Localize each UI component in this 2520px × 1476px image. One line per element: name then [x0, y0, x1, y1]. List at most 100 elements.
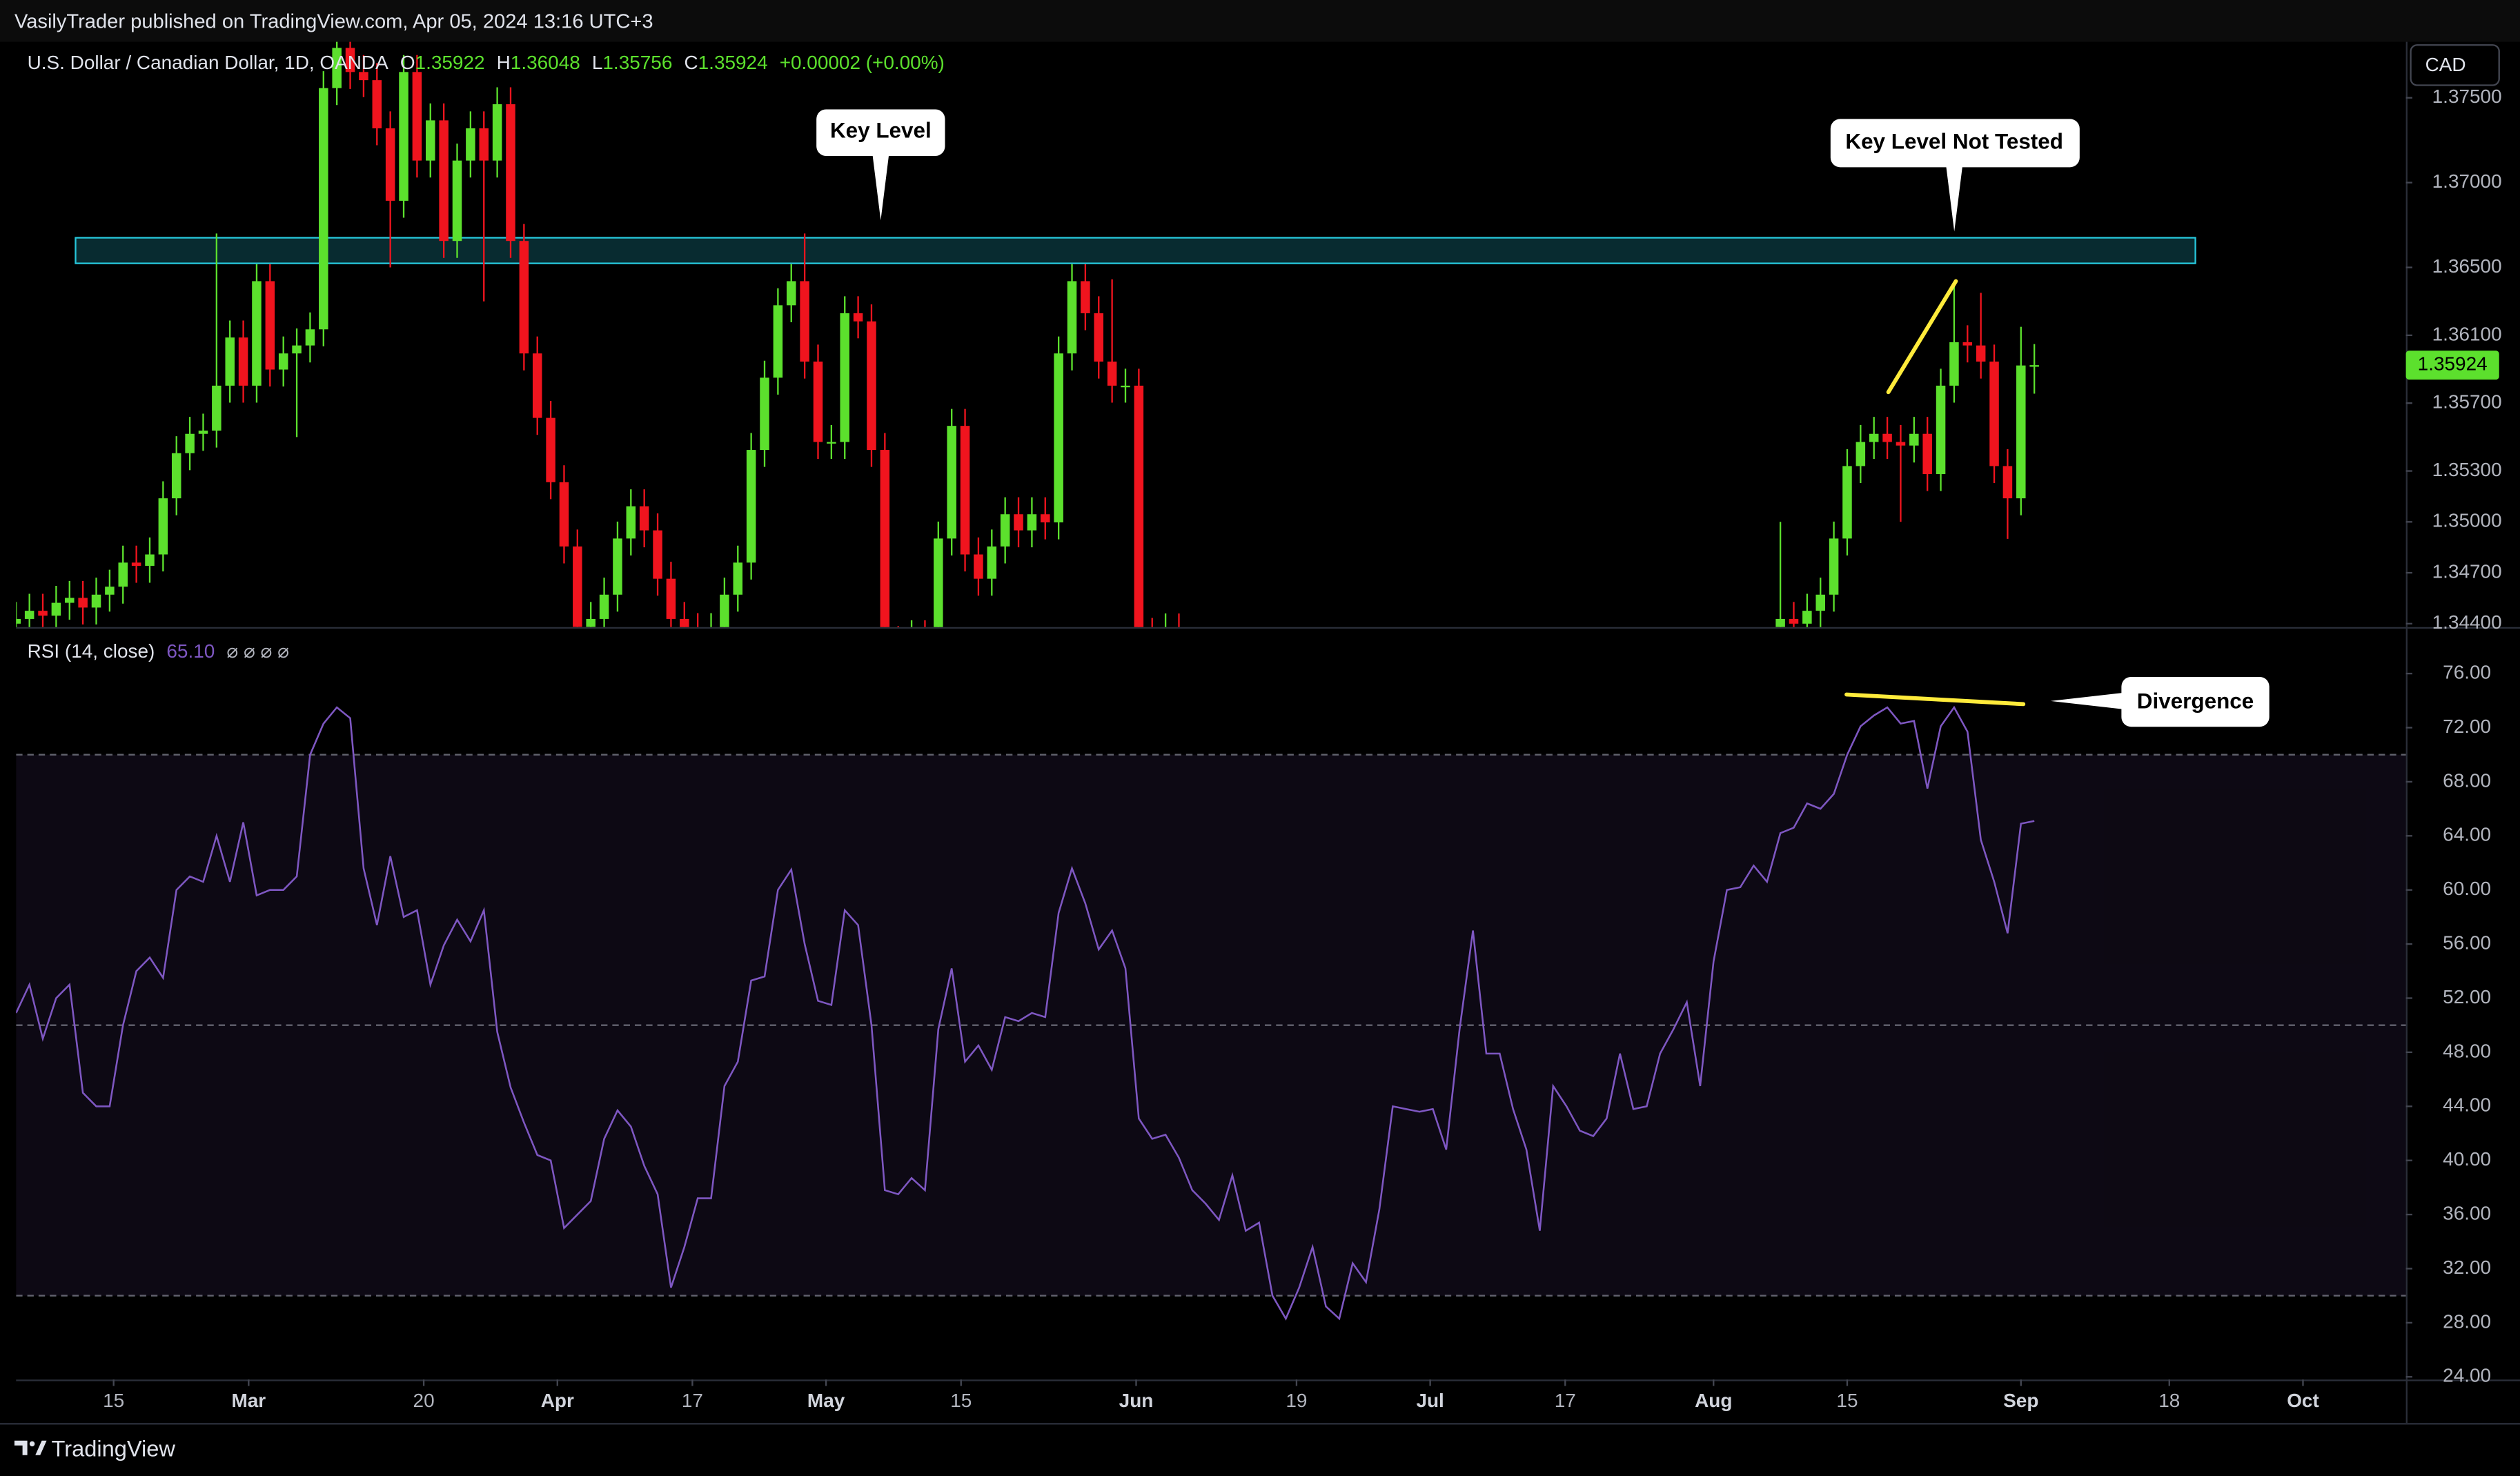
candle-body — [105, 587, 115, 595]
x-tick-label: Jul — [1416, 1390, 1444, 1411]
candle-body — [506, 104, 515, 242]
x-tick-label: Apr — [541, 1390, 574, 1411]
ohlc-prefix: L — [592, 52, 603, 74]
y-tick-label: 72.00 — [2443, 716, 2491, 737]
candle-body — [51, 602, 61, 616]
candle-body — [492, 104, 502, 161]
candle-body — [1121, 385, 1130, 388]
candle-body — [145, 554, 155, 566]
candle-body — [880, 450, 890, 627]
rsi-last-value: 65.10 — [166, 640, 215, 662]
candle-body — [680, 618, 689, 627]
candle-body — [559, 482, 569, 547]
symbol-title: U.S. Dollar / Canadian Dollar, 1D, OANDA — [28, 52, 389, 74]
y-tick-label: 56.00 — [2443, 932, 2491, 953]
candle-body — [573, 546, 582, 627]
y-tick-label: 1.36500 — [2432, 255, 2502, 277]
candle-body — [399, 72, 408, 201]
candle-body — [185, 433, 195, 453]
candle-body — [1815, 594, 1825, 611]
candle-body — [171, 453, 181, 499]
candle-body — [1789, 618, 1799, 624]
candle-body — [1775, 618, 1785, 627]
candle-body — [639, 506, 649, 531]
candle-body — [1962, 342, 1973, 346]
candle-body — [1094, 313, 1104, 362]
candle-body — [24, 611, 35, 619]
x-tick-label: 17 — [682, 1390, 703, 1411]
candle-body — [1014, 514, 1023, 531]
callout-text: Key Level — [830, 118, 932, 142]
y-tick-label: 44.00 — [2443, 1094, 2491, 1116]
x-tick-label: Mar — [231, 1390, 266, 1411]
y-tick-label: 24.00 — [2443, 1365, 2491, 1386]
candle-body — [1000, 514, 1010, 547]
x-tick-label: Aug — [1695, 1390, 1732, 1411]
candle-body — [426, 120, 435, 161]
candle-body — [372, 80, 382, 128]
candle-body — [2002, 466, 2013, 499]
candle-body — [319, 88, 328, 330]
candle-body — [91, 594, 101, 608]
callout — [1830, 119, 2080, 232]
candle-body — [626, 506, 636, 539]
candle-body — [1081, 281, 1090, 313]
candle-body — [1936, 385, 1946, 474]
candle-body — [198, 431, 208, 434]
candle-body — [786, 281, 796, 306]
y-tick-label: 64.00 — [2443, 824, 2491, 845]
candle-body — [613, 538, 622, 595]
y-tick-label: 32.00 — [2443, 1257, 2491, 1278]
candle-body — [733, 562, 743, 595]
currency-label: CAD — [2425, 54, 2466, 75]
candle-body — [1134, 385, 1144, 627]
published-line: VasilyTrader published on TradingView.co… — [14, 10, 653, 32]
price-tag — [2405, 351, 2499, 380]
y-tick-label: 48.00 — [2443, 1040, 2491, 1061]
symbol-legend: U.S. Dollar / Canadian Dollar, 1D, OANDA… — [28, 52, 945, 74]
candle-body — [265, 281, 275, 370]
candle-body — [345, 48, 355, 72]
rsi-title: RSI (14, close) — [28, 640, 155, 662]
candle-body — [987, 546, 997, 579]
brand-logo — [14, 1440, 47, 1455]
ohlc-prefix: H — [497, 52, 511, 74]
candle-body — [1989, 361, 1999, 466]
candle-body — [412, 72, 422, 161]
rsi-legend: RSI (14, close) 65.10 ⌀ ⌀ ⌀ ⌀ — [28, 640, 289, 662]
currency-button[interactable] — [2410, 44, 2500, 86]
rsi-extra: ⌀ ⌀ ⌀ ⌀ — [226, 640, 289, 662]
candle-body — [38, 611, 48, 616]
candle-body — [1027, 514, 1037, 531]
candle-body — [840, 313, 849, 442]
y-tick-label: 1.35000 — [2432, 510, 2502, 531]
y-tick-label: 76.00 — [2443, 661, 2491, 682]
candle-body — [800, 281, 809, 362]
candle-body — [2029, 365, 2039, 367]
key-level-zone — [75, 237, 2196, 264]
price-pane — [16, 41, 2196, 627]
candle-body — [118, 562, 128, 587]
y-tick-label: 1.34700 — [2432, 560, 2502, 582]
candle-body — [238, 337, 248, 386]
candle-body — [974, 554, 983, 579]
candle-body — [1869, 433, 1879, 442]
x-tick-label: 19 — [1286, 1390, 1307, 1411]
x-tick-label: 20 — [413, 1390, 435, 1411]
y-tick-label: 1.35300 — [2432, 459, 2502, 480]
ohlc-prefix: O — [400, 52, 415, 74]
trend-line — [1886, 279, 1958, 395]
candle-body — [252, 281, 262, 386]
candle-body — [1054, 353, 1063, 523]
candle-body — [532, 353, 542, 418]
candle-body — [519, 241, 529, 354]
candle-body — [479, 128, 489, 161]
x-tick-label: May — [807, 1390, 845, 1411]
change-label: +0.00002 (+0.00%) — [780, 52, 945, 74]
candle-body — [773, 305, 783, 378]
candle-body — [1041, 514, 1050, 523]
ohlc-value: 1.35756 — [602, 52, 672, 74]
candle-body — [1067, 281, 1077, 354]
